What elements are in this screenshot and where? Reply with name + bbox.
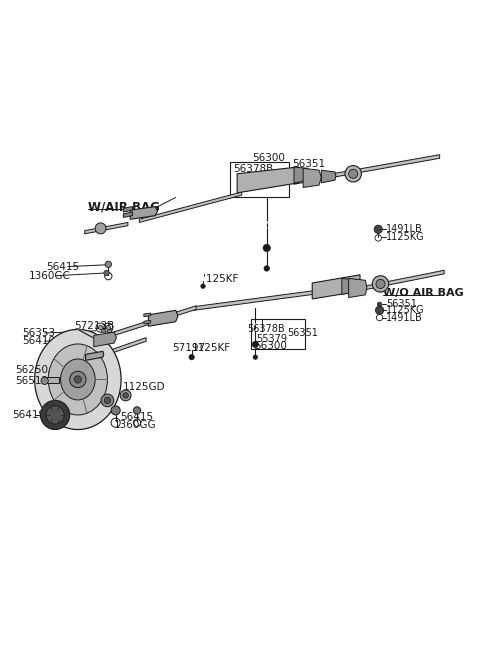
Text: 1360GC: 1360GC: [29, 271, 71, 281]
Polygon shape: [294, 167, 312, 183]
Ellipse shape: [35, 329, 121, 430]
Text: 57197: 57197: [172, 343, 205, 353]
Text: 56512: 56512: [15, 376, 48, 386]
Text: 1491LB: 1491LB: [386, 224, 423, 235]
Circle shape: [95, 223, 106, 234]
Circle shape: [345, 166, 361, 182]
Circle shape: [189, 354, 194, 360]
Polygon shape: [107, 328, 111, 332]
Circle shape: [377, 302, 382, 307]
Polygon shape: [144, 313, 151, 317]
Polygon shape: [321, 170, 336, 183]
Bar: [251, 319, 305, 348]
Circle shape: [70, 371, 86, 388]
Polygon shape: [85, 351, 104, 360]
Text: 57213B: 57213B: [74, 321, 114, 331]
Text: 56353: 56353: [22, 328, 55, 338]
Polygon shape: [101, 328, 105, 332]
Text: 56378B: 56378B: [248, 325, 285, 334]
Polygon shape: [348, 279, 367, 298]
Circle shape: [41, 377, 48, 384]
Circle shape: [105, 261, 111, 267]
Text: W/O AIR BAG: W/O AIR BAG: [383, 288, 464, 298]
Circle shape: [106, 325, 110, 330]
Circle shape: [120, 390, 131, 401]
Text: W/AIR BAG: W/AIR BAG: [88, 200, 160, 213]
Circle shape: [376, 279, 385, 288]
Polygon shape: [294, 154, 440, 184]
Text: 1491LB: 1491LB: [386, 313, 423, 323]
Text: 56351: 56351: [288, 328, 319, 338]
Circle shape: [253, 355, 258, 359]
Polygon shape: [94, 338, 146, 359]
Text: 56351: 56351: [386, 300, 417, 309]
Text: 56410: 56410: [22, 336, 55, 346]
Circle shape: [133, 407, 141, 414]
Circle shape: [374, 225, 382, 233]
Polygon shape: [194, 285, 358, 310]
Text: 56300: 56300: [254, 341, 288, 351]
Polygon shape: [94, 332, 117, 347]
Text: 56250A: 56250A: [15, 365, 56, 375]
Polygon shape: [123, 206, 132, 212]
Polygon shape: [123, 212, 132, 217]
Circle shape: [46, 406, 64, 424]
Bar: [230, 162, 289, 196]
Polygon shape: [237, 167, 299, 193]
Circle shape: [98, 325, 103, 330]
Circle shape: [123, 393, 128, 398]
Circle shape: [111, 406, 120, 415]
Polygon shape: [342, 279, 359, 294]
Text: 1125GD: 1125GD: [122, 382, 165, 392]
Text: 56300: 56300: [252, 153, 285, 163]
Circle shape: [372, 276, 389, 292]
Circle shape: [375, 306, 384, 315]
Ellipse shape: [60, 359, 95, 400]
Circle shape: [264, 265, 269, 271]
Circle shape: [348, 170, 358, 178]
Text: 55379: 55379: [256, 334, 287, 344]
Polygon shape: [139, 192, 242, 223]
Circle shape: [74, 376, 82, 383]
Polygon shape: [84, 223, 128, 234]
Text: 1360GG: 1360GG: [113, 420, 156, 430]
Text: '125KF: '125KF: [203, 275, 239, 284]
Text: 1125KG: 1125KG: [386, 306, 425, 315]
Text: 56415: 56415: [120, 412, 153, 422]
Circle shape: [263, 244, 270, 252]
Polygon shape: [303, 168, 321, 187]
Circle shape: [40, 400, 70, 430]
Text: 56415: 56415: [47, 261, 80, 271]
Text: 1125KG: 1125KG: [386, 232, 425, 242]
Polygon shape: [108, 306, 196, 338]
Circle shape: [201, 284, 205, 288]
Circle shape: [101, 394, 114, 407]
Circle shape: [104, 270, 109, 276]
Polygon shape: [144, 321, 151, 324]
Text: 56378B: 56378B: [233, 164, 273, 174]
Polygon shape: [148, 310, 178, 327]
Text: 56351: 56351: [292, 159, 325, 169]
Text: 1125KF: 1125KF: [192, 343, 231, 353]
Polygon shape: [130, 206, 157, 219]
Polygon shape: [358, 270, 444, 291]
Circle shape: [252, 341, 259, 348]
Text: 56419: 56419: [12, 410, 45, 420]
Bar: [48, 377, 59, 382]
Polygon shape: [312, 275, 360, 299]
Ellipse shape: [48, 344, 108, 415]
Circle shape: [104, 397, 110, 403]
